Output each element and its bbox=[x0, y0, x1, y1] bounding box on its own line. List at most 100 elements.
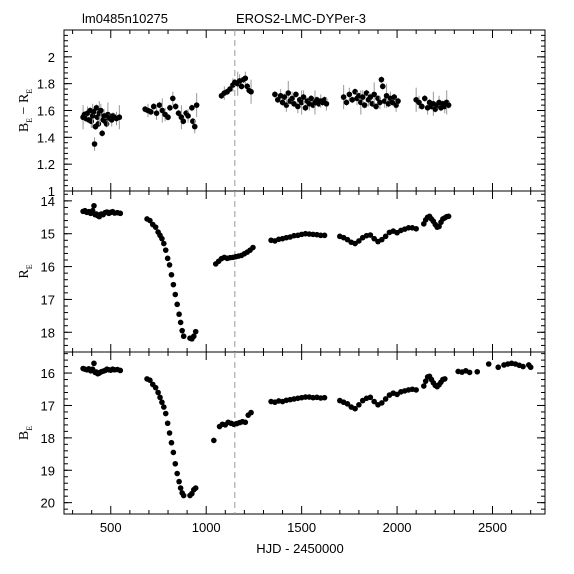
data-point bbox=[419, 103, 425, 110]
data-point bbox=[302, 105, 309, 111]
x-tick-label: 1000 bbox=[192, 520, 221, 535]
panel-frame bbox=[63, 190, 546, 353]
data-point bbox=[379, 236, 385, 243]
data-point bbox=[176, 311, 182, 318]
data-point bbox=[164, 420, 171, 427]
data-point bbox=[117, 367, 124, 374]
data-point bbox=[413, 387, 419, 393]
data-point bbox=[174, 470, 180, 477]
data-point bbox=[98, 107, 104, 114]
data-point bbox=[176, 478, 182, 485]
data-point bbox=[298, 99, 305, 106]
data-point bbox=[99, 130, 105, 137]
y-tick-label: 2 bbox=[48, 50, 55, 65]
data-point bbox=[382, 233, 389, 240]
data-point bbox=[150, 103, 157, 110]
data-point bbox=[91, 202, 97, 209]
data-point bbox=[344, 401, 351, 407]
data-point bbox=[180, 492, 187, 499]
data-point bbox=[174, 301, 180, 308]
y-tick-label: 18 bbox=[41, 325, 55, 340]
object-id-label: lm0485n10275 bbox=[82, 11, 168, 26]
data-point bbox=[321, 394, 328, 401]
data-point bbox=[281, 94, 288, 100]
data-point bbox=[356, 238, 362, 244]
data-point bbox=[159, 235, 165, 242]
data-point bbox=[248, 88, 254, 95]
data-point bbox=[371, 91, 377, 98]
data-point bbox=[391, 94, 398, 100]
y-tick-label: 1.2 bbox=[37, 157, 55, 172]
x-tick-label: 2500 bbox=[478, 520, 507, 535]
y-tick-label: 17 bbox=[41, 292, 55, 307]
data-point bbox=[88, 118, 95, 125]
data-point bbox=[295, 103, 301, 110]
data-point bbox=[371, 235, 377, 242]
data-point bbox=[177, 319, 184, 326]
data-point bbox=[445, 102, 452, 108]
data-point bbox=[162, 410, 169, 417]
data-point bbox=[167, 105, 173, 111]
data-point bbox=[91, 141, 98, 147]
data-point bbox=[466, 369, 473, 376]
x-tick-label: 1500 bbox=[287, 520, 316, 535]
data-point bbox=[193, 102, 200, 108]
data-point bbox=[177, 485, 184, 491]
color-index-panel: 1 1.2 1.4 1.6 1.8 2 BE − RE bbox=[17, 29, 546, 199]
data-point bbox=[227, 86, 233, 92]
data-point bbox=[293, 91, 299, 98]
y-tick-label: 18 bbox=[41, 431, 55, 446]
data-point bbox=[91, 360, 97, 367]
data-point bbox=[474, 368, 481, 375]
data-point bbox=[352, 88, 358, 95]
data-point bbox=[422, 378, 429, 384]
panel-frame bbox=[63, 351, 546, 515]
data-point bbox=[103, 121, 110, 127]
object-name-label: EROS2-LMC-DYPer-3 bbox=[236, 11, 366, 26]
data-point bbox=[377, 99, 383, 106]
data-point bbox=[527, 364, 534, 371]
data-point bbox=[190, 118, 196, 125]
data-point bbox=[289, 95, 295, 102]
data-point bbox=[211, 437, 217, 444]
y-tick-label: 1.6 bbox=[37, 104, 55, 119]
data-point bbox=[168, 439, 175, 446]
data-point bbox=[371, 398, 377, 405]
y-axis-label: BE − RE bbox=[17, 89, 34, 132]
y-tick-label: 1 bbox=[48, 184, 55, 199]
data-point bbox=[93, 105, 100, 111]
data-point bbox=[165, 114, 171, 121]
x-tick-label: 2000 bbox=[383, 520, 412, 535]
y-axis-label: RE bbox=[17, 264, 34, 278]
data-point bbox=[421, 95, 428, 102]
data-point bbox=[157, 394, 163, 401]
data-point bbox=[168, 271, 175, 278]
data-point bbox=[367, 232, 374, 238]
data-point bbox=[180, 333, 187, 340]
data-point bbox=[436, 223, 442, 230]
data-point bbox=[485, 361, 492, 367]
data-point bbox=[191, 123, 198, 130]
data-point bbox=[90, 109, 97, 115]
data-point bbox=[192, 328, 199, 335]
data-point bbox=[285, 90, 292, 96]
red-magnitude-panel: 14 15 16 17 18 RE bbox=[17, 190, 546, 353]
data-point bbox=[242, 419, 249, 426]
data-point bbox=[242, 75, 249, 82]
data-point bbox=[495, 364, 502, 371]
data-point bbox=[349, 96, 356, 103]
data-point bbox=[272, 91, 278, 98]
data-point bbox=[445, 213, 452, 220]
y-tick-label: 19 bbox=[41, 463, 55, 478]
data-point bbox=[379, 83, 386, 90]
data-point bbox=[189, 105, 195, 111]
data-point bbox=[156, 102, 163, 108]
data-point bbox=[152, 384, 159, 391]
data-point bbox=[172, 460, 179, 467]
data-point bbox=[159, 399, 165, 406]
y-tick-label: 1.8 bbox=[37, 77, 55, 92]
data-point bbox=[416, 99, 422, 106]
data-point bbox=[420, 383, 427, 389]
data-point bbox=[161, 404, 167, 410]
